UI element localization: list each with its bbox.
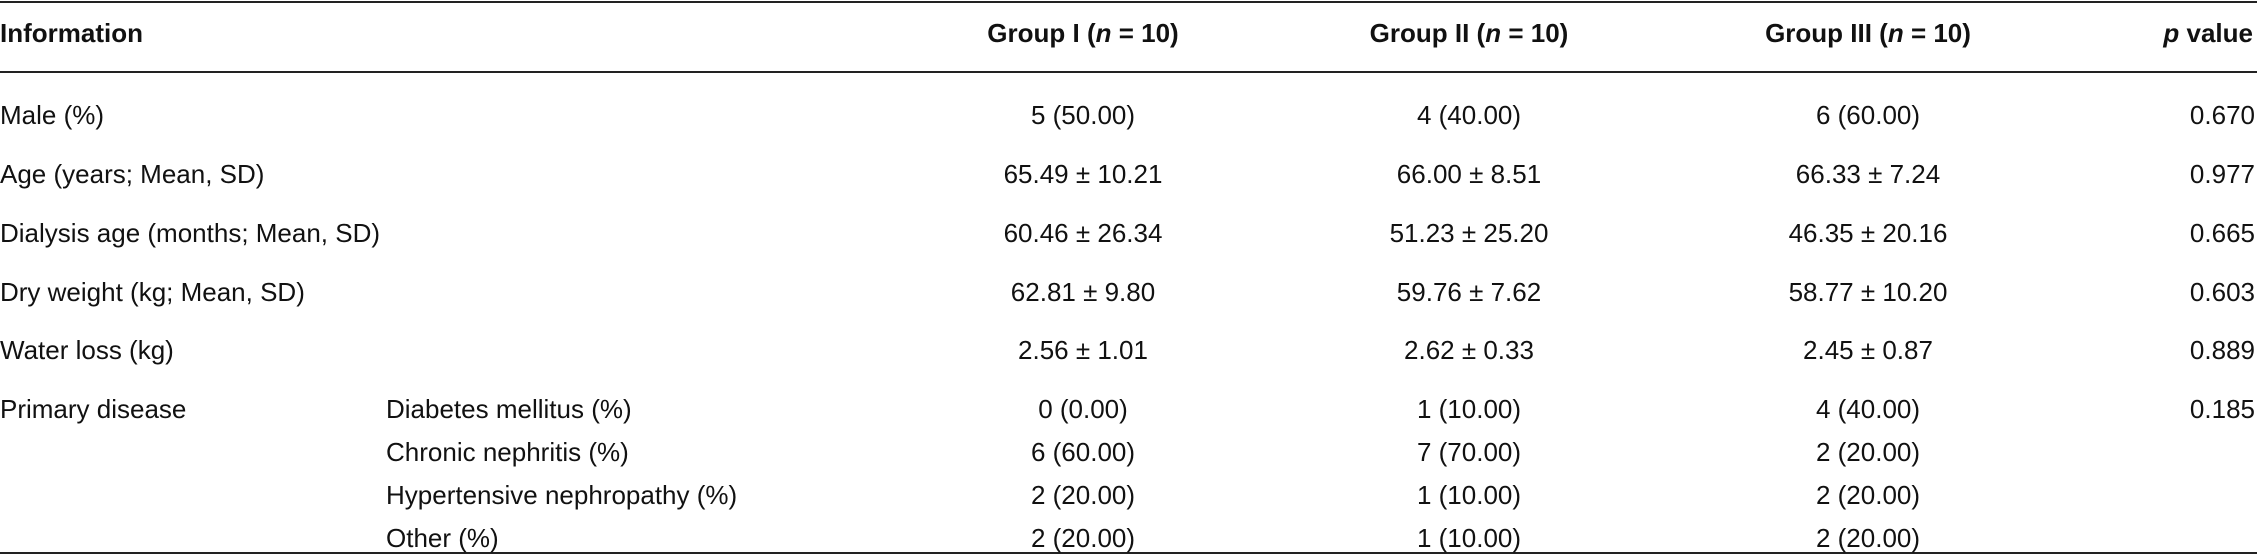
header-text: n [1095, 18, 1112, 48]
group-value: 65.49 ± 10.21 [1003, 159, 1163, 189]
bottom-rule [0, 552, 2257, 554]
p-value: 0.185 [2189, 394, 2255, 424]
group-value: 58.77 ± 10.20 [1788, 277, 1948, 307]
group-value: 2.62 ± 0.33 [1404, 335, 1534, 365]
group-value: 4 (40.00) [1416, 100, 1522, 130]
p-value: 0.670 [2189, 100, 2255, 130]
p-value: 0.603 [2189, 277, 2255, 307]
header-cell: Group I (n = 10) [987, 18, 1178, 48]
header-text: p [2163, 18, 2180, 48]
group-value: 2 (20.00) [1815, 523, 1921, 553]
header-text: value [2179, 18, 2254, 48]
row-sublabel: Diabetes mellitus (%) [386, 394, 632, 424]
header-cell: p value [2163, 18, 2253, 48]
group-value: 1 (10.00) [1416, 523, 1522, 553]
header-text: = 10) [1903, 18, 1971, 48]
group-value: 59.76 ± 7.62 [1396, 277, 1542, 307]
row-label: Male (%) [0, 100, 105, 130]
row-label: Primary disease [0, 394, 187, 424]
p-value: 0.665 [2189, 218, 2255, 248]
group-value: 6 (60.00) [1030, 437, 1136, 467]
p-value: 0.889 [2189, 335, 2255, 365]
group-value: 1 (10.00) [1416, 480, 1522, 510]
group-value: 6 (60.00) [1815, 100, 1921, 130]
row-sublabel: Other (%) [386, 523, 499, 553]
header-text: n [1887, 18, 1904, 48]
group-value: 1 (10.00) [1416, 394, 1522, 424]
row-label: Water loss (kg) [0, 335, 174, 365]
group-value: 2.45 ± 0.87 [1803, 335, 1933, 365]
group-value: 7 (70.00) [1416, 437, 1522, 467]
group-value: 2.56 ± 1.01 [1018, 335, 1148, 365]
header-text: Group II ( [1369, 18, 1486, 48]
p-value: 0.977 [2189, 159, 2255, 189]
group-value: 2 (20.00) [1815, 480, 1921, 510]
header-text: Group III ( [1765, 18, 1888, 48]
header-text: n [1485, 18, 1502, 48]
group-value: 60.46 ± 26.34 [1003, 218, 1163, 248]
group-value: 0 (0.00) [1038, 394, 1128, 424]
header-text: = 10) [1111, 18, 1179, 48]
top-rule [0, 1, 2257, 3]
header-text: Group I ( [987, 18, 1096, 48]
group-value: 2 (20.00) [1030, 480, 1136, 510]
group-value: 51.23 ± 25.20 [1389, 218, 1549, 248]
group-value: 66.00 ± 8.51 [1396, 159, 1542, 189]
group-value: 4 (40.00) [1815, 394, 1921, 424]
group-value: 66.33 ± 7.24 [1795, 159, 1941, 189]
group-value: 5 (50.00) [1030, 100, 1136, 130]
header-cell: Group III (n = 10) [1765, 18, 1971, 48]
group-value: 2 (20.00) [1815, 437, 1921, 467]
group-value: 62.81 ± 9.80 [1010, 277, 1156, 307]
header-text: = 10) [1501, 18, 1569, 48]
row-sublabel: Chronic nephritis (%) [386, 437, 629, 467]
row-label: Age (years; Mean, SD) [0, 159, 265, 189]
row-sublabel: Hypertensive nephropathy (%) [386, 480, 738, 510]
group-value: 2 (20.00) [1030, 523, 1136, 553]
row-label: Dialysis age (months; Mean, SD) [0, 218, 381, 248]
header-cell: Group II (n = 10) [1370, 18, 1569, 48]
header-text: Information [0, 18, 143, 48]
group-value: 46.35 ± 20.16 [1788, 218, 1948, 248]
header-cell: Information [0, 18, 143, 48]
header-rule [0, 71, 2257, 73]
row-label: Dry weight (kg; Mean, SD) [0, 277, 305, 307]
